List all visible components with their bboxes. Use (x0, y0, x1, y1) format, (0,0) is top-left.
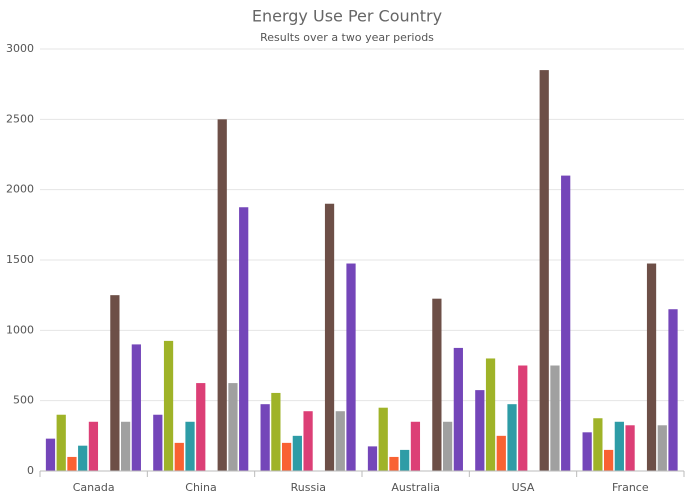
bar (67, 456, 77, 471)
bar (324, 203, 335, 471)
bar (303, 411, 313, 471)
bar (367, 446, 378, 471)
x-tick-label: Canada (73, 481, 115, 494)
x-tick-label: USA (512, 481, 535, 494)
bar (561, 175, 571, 471)
bar (88, 421, 99, 471)
bar (453, 347, 463, 471)
bar (239, 207, 249, 471)
bar (282, 442, 292, 471)
bar (110, 295, 120, 471)
bar (78, 445, 88, 471)
bar (475, 390, 485, 471)
y-tick-label: 2500 (6, 112, 34, 125)
bar (625, 425, 635, 471)
bar (174, 442, 184, 471)
bar (646, 263, 657, 471)
bar (121, 421, 131, 471)
y-tick-label: 0 (27, 464, 34, 477)
bar (271, 392, 281, 471)
bar (335, 411, 345, 471)
bar (163, 340, 174, 471)
y-tick-label: 500 (13, 394, 34, 407)
bar (614, 421, 624, 471)
bar (185, 421, 195, 471)
bar (604, 449, 614, 471)
x-tick-label: Russia (291, 481, 326, 494)
bar (550, 365, 560, 471)
bar (153, 414, 163, 471)
bar (496, 435, 506, 471)
bar (196, 383, 206, 471)
bar (389, 456, 399, 471)
bar (432, 298, 442, 471)
x-tick-label: China (185, 481, 216, 494)
bar (657, 425, 667, 471)
bar (131, 344, 141, 471)
bar (56, 414, 66, 471)
bar (217, 119, 227, 471)
bar (593, 418, 603, 471)
bar (400, 449, 410, 471)
bar (228, 383, 238, 471)
bar (668, 309, 678, 471)
bar (507, 404, 517, 471)
bar (45, 438, 56, 471)
chart-title: Energy Use Per Country (252, 7, 442, 26)
y-tick-label: 1500 (6, 253, 34, 266)
y-tick-label: 2000 (6, 183, 34, 196)
y-tick-label: 3000 (6, 42, 34, 55)
bar (539, 70, 549, 471)
x-tick-label: Australia (391, 481, 440, 494)
x-tick-label: France (612, 481, 649, 494)
bar (443, 421, 453, 471)
y-tick-label: 1000 (6, 323, 34, 336)
bar (260, 404, 270, 471)
bar (485, 358, 496, 471)
chart-subtitle: Results over a two year periods (260, 31, 434, 44)
bar (410, 421, 421, 471)
bar (346, 263, 356, 471)
bar (582, 432, 592, 471)
bar (378, 407, 388, 471)
bar (518, 365, 528, 471)
bar (292, 435, 302, 471)
